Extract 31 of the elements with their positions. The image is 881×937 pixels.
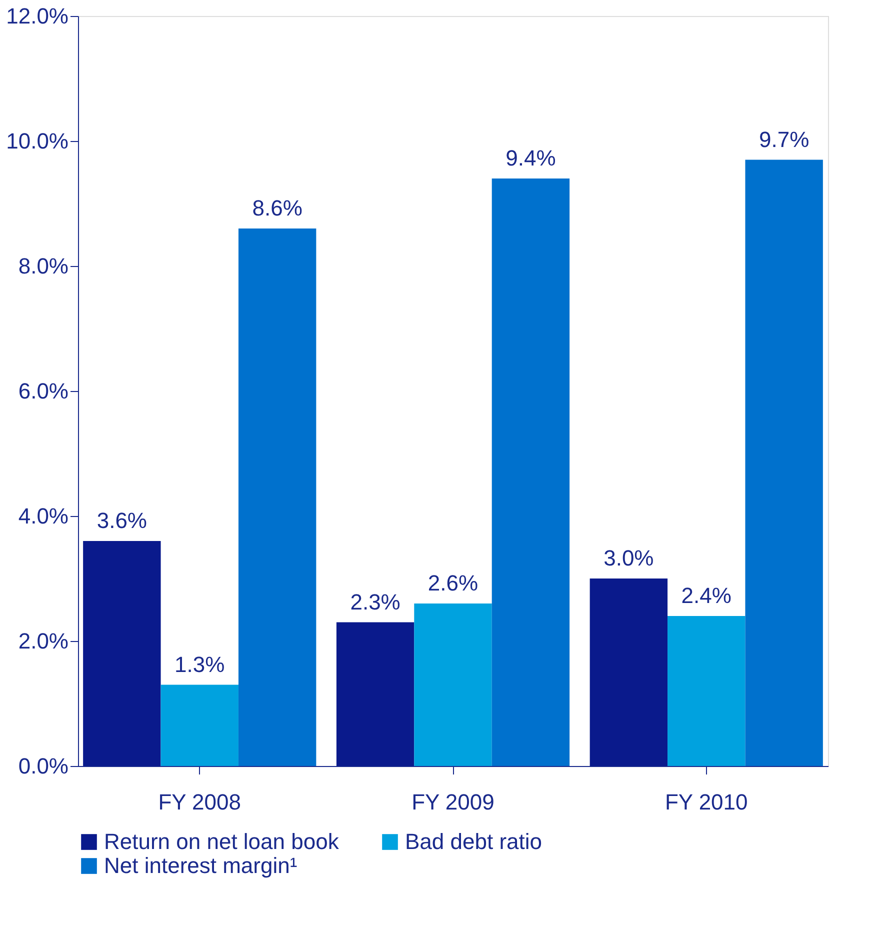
- x-tick-label: FY 2008: [158, 790, 242, 814]
- bar: [492, 178, 570, 766]
- data-label: 9.4%: [506, 146, 556, 170]
- x-tick-label: FY 2009: [412, 790, 494, 814]
- bar: [745, 160, 823, 766]
- data-label: 1.3%: [174, 652, 225, 677]
- bar: [668, 616, 746, 766]
- x-tick-label: FY 2010: [664, 790, 748, 814]
- data-label: 2.3%: [350, 589, 400, 614]
- bar: [238, 228, 316, 766]
- y-tick-label: 4.0%: [18, 504, 68, 528]
- y-tick-label: 2.0%: [18, 628, 68, 654]
- y-tick-label: 8.0%: [18, 254, 68, 278]
- data-label: 2.4%: [681, 583, 732, 608]
- bar: [414, 604, 492, 766]
- y-tick-label: 12.0%: [6, 4, 68, 28]
- bar: [160, 684, 238, 766]
- data-label: 8.6%: [252, 196, 302, 220]
- bar: [83, 541, 161, 766]
- legend-label: Bad debt ratio: [405, 829, 542, 854]
- y-tick-label: 6.0%: [18, 378, 68, 404]
- data-label: 2.6%: [428, 570, 478, 596]
- bar: [590, 578, 668, 766]
- data-label: 3.6%: [96, 508, 147, 533]
- legend-label: Return on net loan book: [104, 829, 340, 854]
- data-label: 9.7%: [759, 126, 810, 152]
- bar: [336, 622, 414, 766]
- y-tick-label: 10.0%: [6, 128, 68, 154]
- y-tick-label: 0.0%: [18, 754, 68, 778]
- legend-label: Net interest margin¹: [104, 853, 298, 878]
- data-label: 3.0%: [604, 546, 654, 570]
